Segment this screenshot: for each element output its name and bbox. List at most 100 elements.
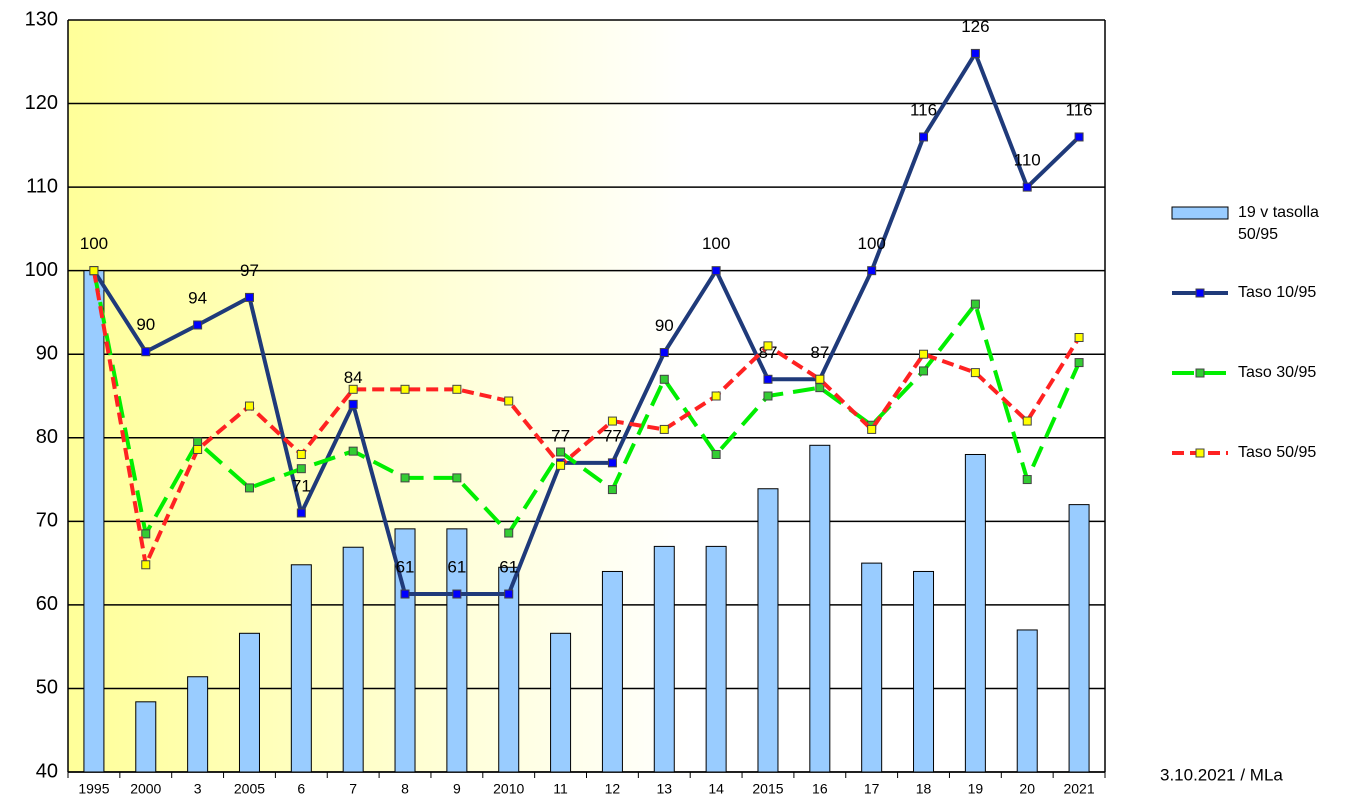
bar <box>446 528 468 773</box>
x-tick-label: 8 <box>401 781 409 797</box>
marker <box>970 368 980 378</box>
x-tick-label: 20 <box>1019 781 1035 797</box>
marker <box>244 292 254 302</box>
line <box>92 51 1081 597</box>
bar <box>601 570 623 773</box>
y-tick-label: 70 <box>36 510 58 532</box>
marker <box>141 347 151 357</box>
bar <box>757 488 779 773</box>
x-tick-label: 16 <box>812 781 828 797</box>
data-label: 100 <box>80 234 108 253</box>
bar <box>913 570 935 773</box>
bar <box>135 701 157 773</box>
data-label: 61 <box>447 558 466 577</box>
marker <box>659 424 669 434</box>
marker <box>400 473 410 483</box>
marker <box>659 348 669 358</box>
annotation: 3.10.2021 / MLa <box>1160 765 1283 784</box>
marker <box>452 473 462 483</box>
marker <box>141 560 151 570</box>
legend-marker <box>1195 288 1205 298</box>
data-label: 126 <box>961 17 989 36</box>
y-tick-label: 60 <box>36 593 58 615</box>
bar <box>394 528 416 773</box>
marker <box>659 374 669 384</box>
marker <box>244 401 254 411</box>
x-tick-label: 3 <box>194 781 202 797</box>
line <box>91 270 1081 567</box>
x-tick-label: 1995 <box>78 781 109 797</box>
bar <box>705 545 727 773</box>
bar <box>550 632 572 773</box>
marker <box>1022 182 1032 192</box>
bar <box>83 270 105 773</box>
marker <box>815 374 825 384</box>
x-tick-label: 2000 <box>130 781 161 797</box>
y-tick-label: 50 <box>36 677 58 699</box>
x-tick-label: 9 <box>453 781 461 797</box>
bar <box>187 676 209 773</box>
marker <box>711 449 721 459</box>
data-label: 84 <box>344 368 363 387</box>
marker <box>504 396 514 406</box>
data-label: 61 <box>396 558 415 577</box>
marker <box>504 589 514 599</box>
marker <box>919 349 929 359</box>
x-tick-label: 18 <box>916 781 932 797</box>
legend-label: Taso 10/95 <box>1238 284 1316 301</box>
marker <box>452 384 462 394</box>
marker <box>1074 358 1084 368</box>
y-tick-label: 80 <box>36 426 58 448</box>
x-tick-label: 11 <box>553 781 568 797</box>
x-tick-label: 2015 <box>752 781 783 797</box>
data-label: 100 <box>702 234 730 253</box>
x-tick-label: 13 <box>656 781 672 797</box>
marker <box>1022 416 1032 426</box>
x-tick-label: 2005 <box>234 781 265 797</box>
y-tick-label: 130 <box>25 8 58 30</box>
bar <box>498 566 520 773</box>
marker <box>970 48 980 58</box>
marker <box>296 508 306 518</box>
x-tick-label: 19 <box>968 781 984 797</box>
bar <box>809 444 831 773</box>
marker <box>452 589 462 599</box>
data-label: 100 <box>857 234 885 253</box>
marker <box>867 424 877 434</box>
legend-swatch <box>1171 206 1229 220</box>
y-tick-label: 110 <box>26 175 58 197</box>
data-label: 71 <box>292 476 311 495</box>
marker <box>348 384 358 394</box>
data-label: 97 <box>240 261 259 280</box>
legend-label: Taso 50/95 <box>1238 444 1316 461</box>
marker <box>400 589 410 599</box>
y-tick-label: 90 <box>36 343 58 365</box>
y-tick-label: 120 <box>25 92 58 114</box>
marker <box>919 132 929 142</box>
bar <box>964 453 986 773</box>
legend-marker <box>1195 368 1205 378</box>
bar <box>861 562 883 773</box>
marker <box>607 485 617 495</box>
data-label: 77 <box>603 426 622 445</box>
marker <box>711 391 721 401</box>
marker <box>348 446 358 456</box>
marker <box>193 444 203 454</box>
bar <box>238 632 260 773</box>
data-label: 61 <box>499 558 518 577</box>
marker <box>556 447 566 457</box>
legend-label: 19 v tasolla 50/95 <box>1238 204 1319 243</box>
data-label: 116 <box>1066 100 1093 119</box>
marker <box>141 529 151 539</box>
bar <box>653 545 675 773</box>
marker <box>607 416 617 426</box>
marker <box>815 383 825 393</box>
x-tick-label: 14 <box>708 781 724 797</box>
y-tick-label: 40 <box>36 760 58 782</box>
marker <box>919 366 929 376</box>
marker <box>711 266 721 276</box>
marker <box>296 449 306 459</box>
plot-area <box>68 20 1105 772</box>
legend-label: Taso 30/95 <box>1238 364 1316 381</box>
marker <box>1074 132 1084 142</box>
